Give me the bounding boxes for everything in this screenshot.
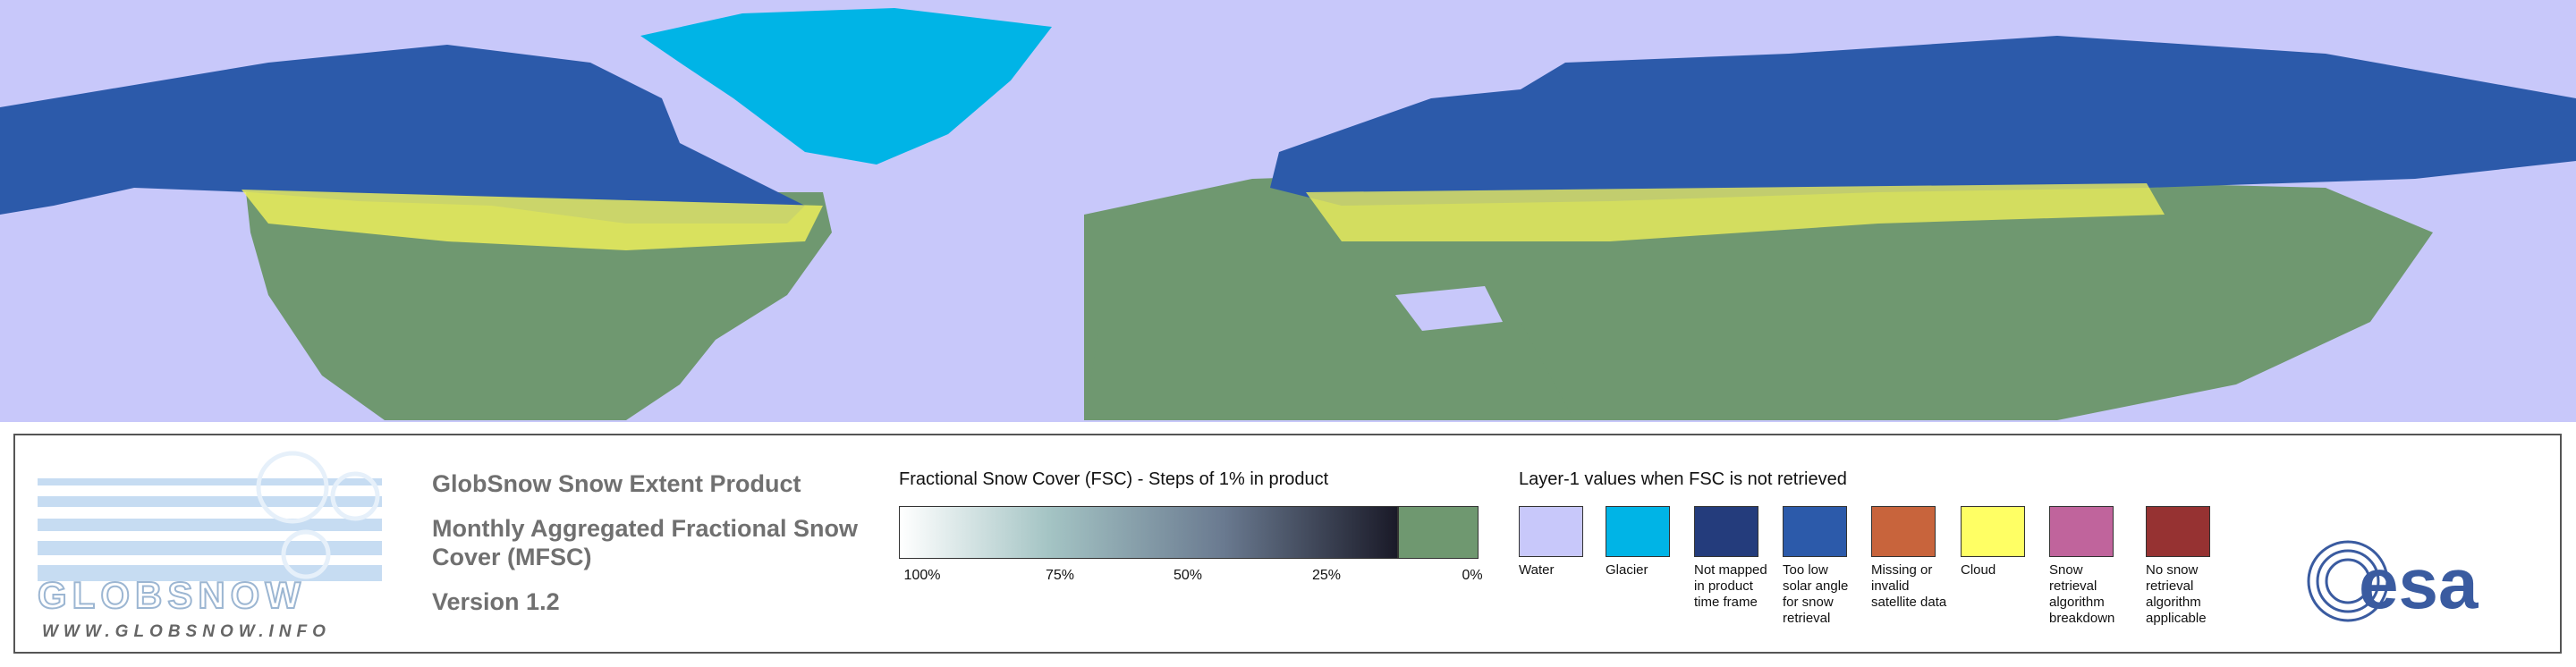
- north-america: [246, 192, 832, 420]
- eurasia-snow: [1270, 36, 2576, 206]
- product-title: GlobSnow Snow Extent Product: [432, 470, 801, 497]
- legend-swatch: [1961, 506, 2025, 557]
- fsc-tick-label: 0%: [1462, 568, 1483, 583]
- fsc-tick-label: 100%: [903, 568, 941, 583]
- legend-label: Snow retrieval algorithm breakdown: [2049, 562, 2115, 626]
- globsnow-logo: GLOBSNOW WWW.GLOBSNOW.INFO: [38, 451, 382, 641]
- fsc-gradient: [899, 506, 1398, 559]
- na-snow: [0, 45, 805, 224]
- legend-swatch: [1606, 506, 1670, 557]
- eurasia-cloud: [1306, 183, 2165, 241]
- website: WWW.GLOBSNOW.INFO: [42, 622, 331, 641]
- legend-label: Missing or invalid satellite data: [1871, 562, 1947, 610]
- legend-label: No snow retrieval algorithm applicable: [2146, 562, 2207, 626]
- legend-swatch: [1783, 506, 1847, 557]
- esa-text: esa: [2359, 544, 2479, 623]
- map: [0, 0, 2576, 422]
- sea: [1395, 286, 1503, 331]
- product-version: Version 1.2: [432, 588, 560, 615]
- legend-swatch: [1519, 506, 1583, 557]
- legend-label: Water: [1519, 562, 1555, 578]
- legend-label: Not mapped in product time frame: [1694, 562, 1767, 610]
- legend-swatch: [2049, 506, 2114, 557]
- legend-label: Too low solar angle for snow retrieval: [1783, 562, 1849, 626]
- fsc-tick-label: 50%: [1173, 568, 1203, 583]
- legend-swatch: [1694, 506, 1758, 557]
- greenland: [640, 8, 1052, 165]
- legend-swatch: [1871, 506, 1936, 557]
- fsc-zero: [1398, 506, 1479, 559]
- fsc-tick-label: 25%: [1311, 568, 1342, 583]
- legend-label: Cloud: [1961, 562, 1996, 578]
- wordmark: GLOBSNOW: [38, 574, 306, 616]
- fsc-title: Fractional Snow Cover (FSC) - Steps of 1…: [899, 469, 1329, 489]
- legend-label: Glacier: [1606, 562, 1648, 578]
- na-cloud: [242, 190, 823, 250]
- product-subtitle: Monthly Aggregated Fractional Snow Cover…: [432, 515, 859, 570]
- legend-swatch: [2146, 506, 2210, 557]
- esa-logo: esa: [2307, 540, 2479, 623]
- legend-panel: GLOBSNOW WWW.GLOBSNOW.INFO GlobSnow Snow…: [13, 434, 2562, 654]
- fsc-tick-label: 75%: [1045, 568, 1075, 583]
- layer1-title: Layer-1 values when FSC is not retrieved: [1519, 469, 1847, 489]
- africa: [1084, 322, 1574, 420]
